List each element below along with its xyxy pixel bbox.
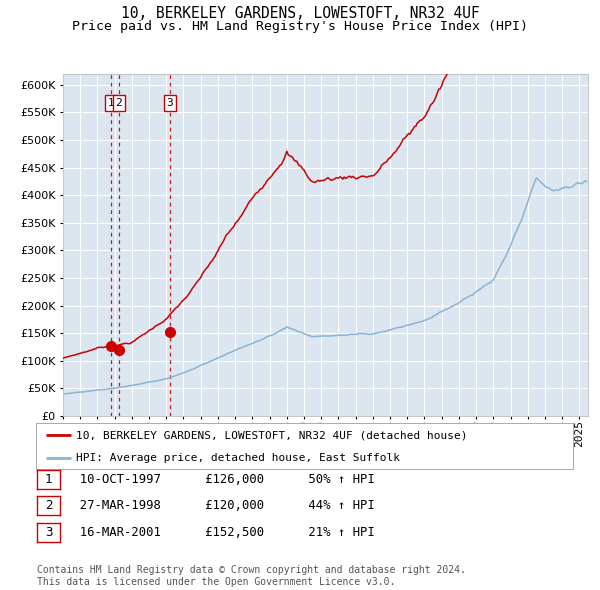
Text: 1: 1 — [107, 98, 114, 108]
Text: 1: 1 — [45, 473, 52, 486]
Text: HPI: Average price, detached house, East Suffolk: HPI: Average price, detached house, East… — [76, 453, 400, 463]
Text: 10, BERKELEY GARDENS, LOWESTOFT, NR32 4UF: 10, BERKELEY GARDENS, LOWESTOFT, NR32 4U… — [121, 6, 479, 21]
Text: 2: 2 — [115, 98, 122, 108]
Text: 27-MAR-1998      £120,000      44% ↑ HPI: 27-MAR-1998 £120,000 44% ↑ HPI — [65, 499, 374, 512]
Text: Price paid vs. HM Land Registry's House Price Index (HPI): Price paid vs. HM Land Registry's House … — [72, 20, 528, 33]
Text: Contains HM Land Registry data © Crown copyright and database right 2024.
This d: Contains HM Land Registry data © Crown c… — [37, 565, 466, 587]
Text: 3: 3 — [45, 526, 52, 539]
Text: 16-MAR-2001      £152,500      21% ↑ HPI: 16-MAR-2001 £152,500 21% ↑ HPI — [65, 526, 374, 539]
Text: 3: 3 — [167, 98, 173, 108]
Text: 10, BERKELEY GARDENS, LOWESTOFT, NR32 4UF (detached house): 10, BERKELEY GARDENS, LOWESTOFT, NR32 4U… — [76, 431, 468, 441]
Text: 10-OCT-1997      £126,000      50% ↑ HPI: 10-OCT-1997 £126,000 50% ↑ HPI — [65, 473, 374, 486]
Text: 2: 2 — [45, 499, 52, 512]
